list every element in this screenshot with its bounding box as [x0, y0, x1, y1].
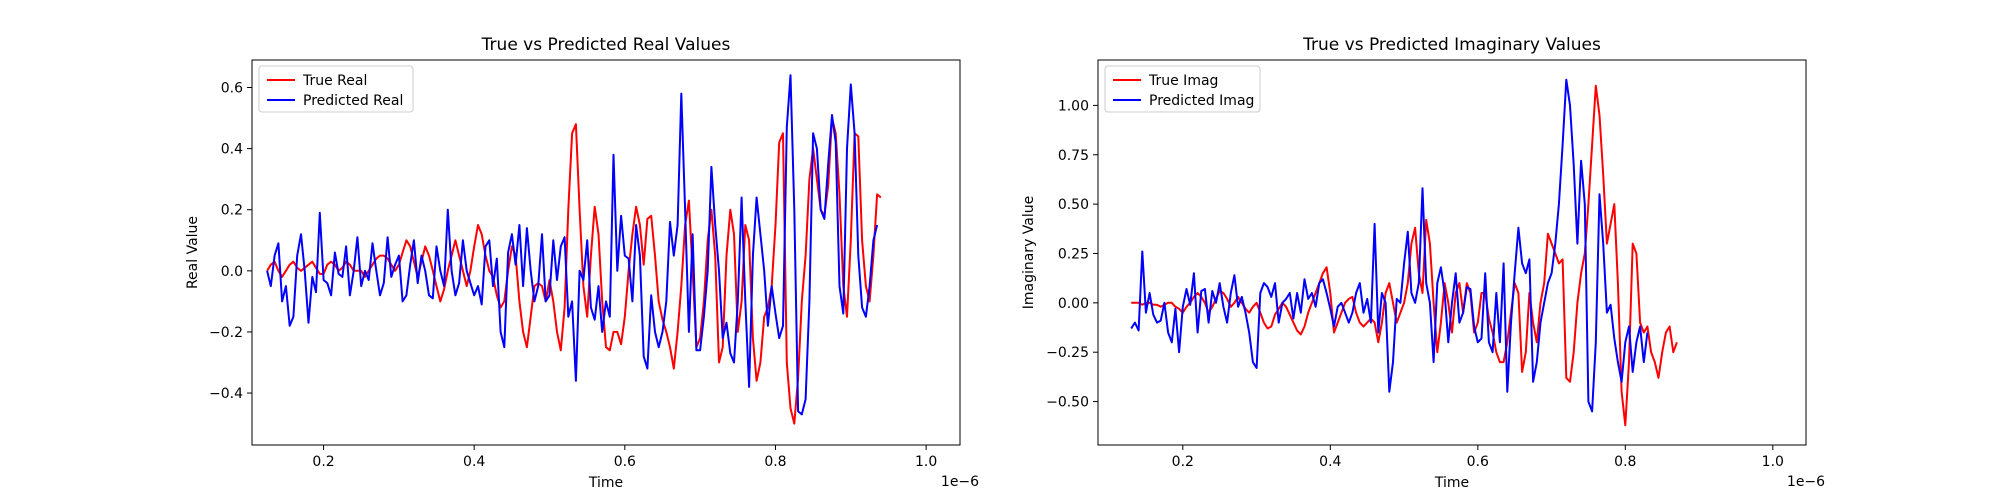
real-x-tick-label: 1.0: [915, 454, 937, 470]
real-x-tick-label: 0.2: [312, 454, 334, 470]
real-chart-title: True vs Predicted Real Values: [481, 35, 731, 55]
real-x-multiplier: 1e−6: [941, 474, 979, 490]
predicted-real-series-line: [266, 74, 879, 416]
predicted-imag-series-line: [1130, 78, 1649, 413]
imag-legend: [1104, 65, 1261, 113]
imag-x-tick-label: 0.4: [1319, 454, 1341, 470]
real-x-tick-label: 0.8: [764, 454, 786, 470]
imag-chart-title: True vs Predicted Imaginary Values: [1302, 35, 1601, 55]
true-real-legend-label: True Real: [302, 73, 367, 89]
real-x-tick-label: 0.6: [614, 454, 636, 470]
real-y-tick-label: 0.0: [221, 264, 243, 280]
imag-y-tick-label: −0.25: [1046, 345, 1089, 361]
imag-x-multiplier: 1e−6: [1787, 474, 1825, 490]
true-imag-legend-label: True Imag: [1148, 73, 1218, 89]
real-y-tick-label: −0.2: [209, 325, 243, 341]
real-y-tick-label: 0.4: [221, 142, 243, 158]
imaginary-values-chart: 0.2 0.4 0.6 0.8 1.0 −0.50 −0.25 0.00 0.25 0.50 0.7…: [1021, 35, 1825, 491]
imag-y-tick-label: 0.75: [1058, 148, 1089, 164]
predicted-real-legend-label: Predicted Real: [303, 93, 403, 109]
real-plot-frame: [251, 59, 961, 446]
real-y-axis-label: Real Value: [185, 216, 201, 289]
imag-x-tick-label: 0.2: [1172, 454, 1194, 470]
real-y-tick-label: 0.6: [221, 81, 243, 97]
imag-x-axis-label: Time: [1434, 475, 1469, 491]
predicted-imag-legend-label: Predicted Imag: [1149, 93, 1254, 109]
real-x-tick-label: 0.4: [463, 454, 485, 470]
real-x-axis-label: Time: [588, 475, 623, 491]
imag-x-tick-label: 0.6: [1467, 454, 1489, 470]
real-values-chart: 0.2 0.4 0.6 0.8 1.0 −0.4 −0.2 0.0 0.2 0.4 0.6 1e−6 T…: [185, 35, 979, 491]
imag-y-tick-label: 1.00: [1058, 98, 1089, 114]
real-legend: [258, 65, 414, 113]
real-y-tick-label: 0.2: [221, 203, 243, 219]
real-y-tick-label: −0.4: [209, 386, 243, 402]
imag-y-tick-label: 0.25: [1058, 246, 1089, 262]
imag-plot-frame: [1097, 59, 1807, 446]
imag-x-tick-label: 1.0: [1762, 454, 1784, 470]
imag-x-tick-label: 0.8: [1614, 454, 1636, 470]
imag-y-axis-label: Imaginary Value: [1021, 196, 1037, 310]
imag-y-tick-label: −0.50: [1046, 395, 1089, 411]
imag-y-tick-label: 0.50: [1058, 197, 1089, 213]
imag-y-tick-label: 0.00: [1058, 296, 1089, 312]
